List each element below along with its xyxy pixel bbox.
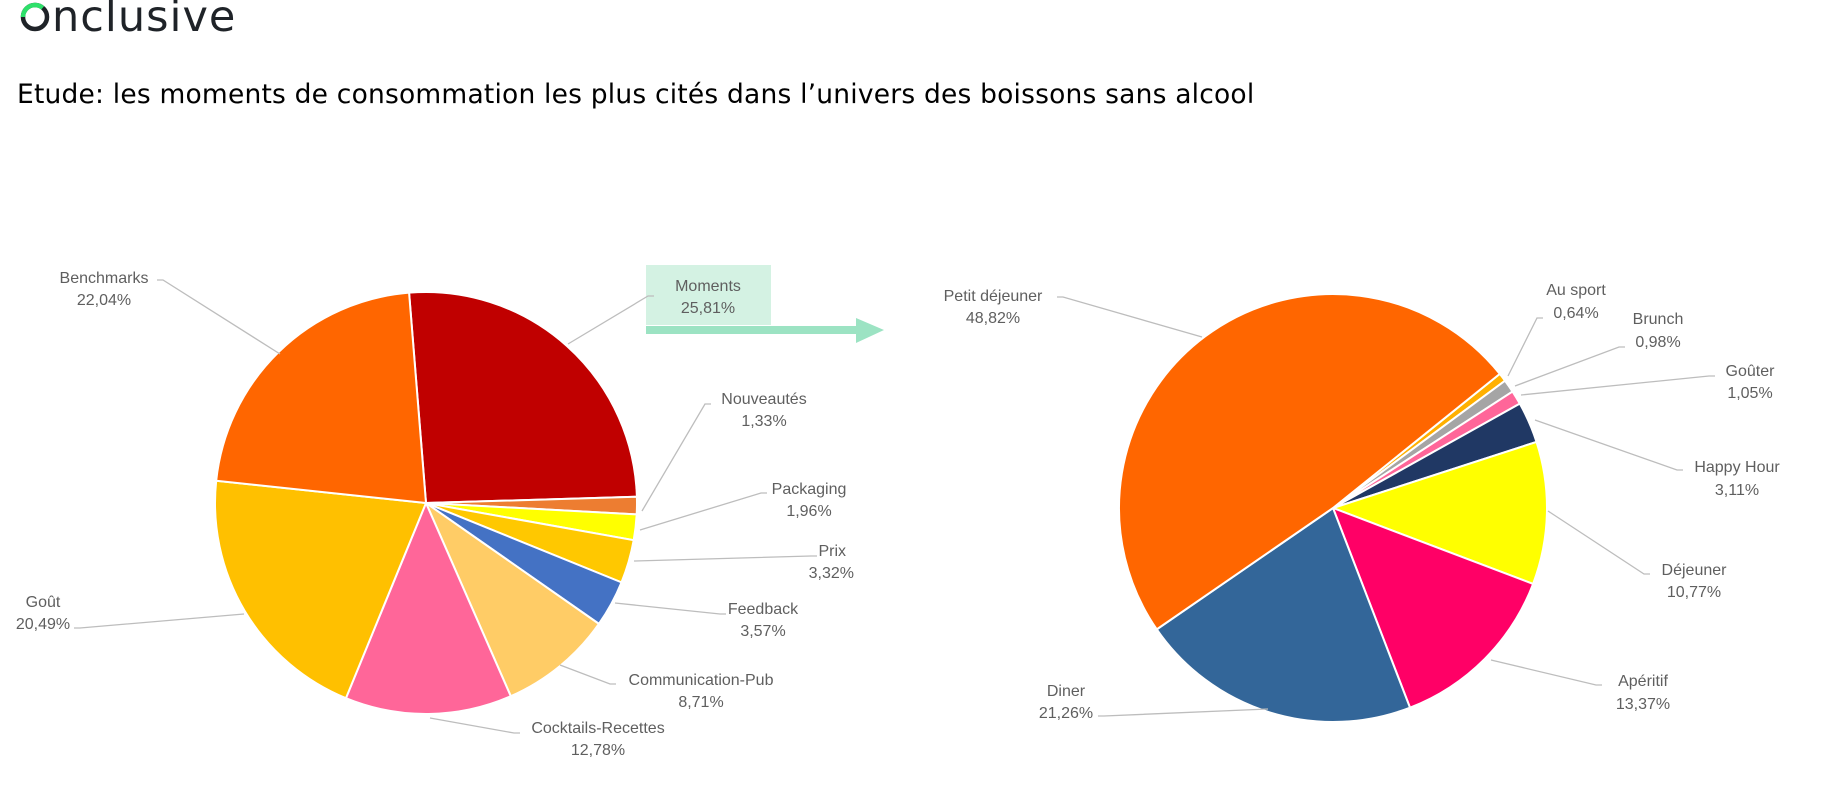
label-brunch: Brunch xyxy=(1633,311,1684,328)
value-cocktails-recettes: 12,78% xyxy=(571,742,625,759)
label-gouter: Goûter xyxy=(1726,363,1776,380)
label-moments: Moments xyxy=(675,278,741,295)
onclusive-logo: nclusive xyxy=(20,0,236,42)
label-prix: Prix xyxy=(818,543,846,560)
pie-slice-diner xyxy=(1155,506,1412,723)
value-gout: 20,49% xyxy=(16,616,70,633)
arrow-shaft xyxy=(646,326,860,334)
value-dejeuner: 10,77% xyxy=(1667,584,1721,601)
label-cocktails-recettes: Cocktails-Recettes xyxy=(531,720,664,737)
pie-slice-benchmarks xyxy=(215,291,428,505)
label-communication-pub: Communication-Pub xyxy=(629,672,774,689)
value-nouveautes: 1,33% xyxy=(741,413,786,430)
value-benchmarks: 22,04% xyxy=(77,292,131,309)
value-brunch: 0,98% xyxy=(1635,334,1680,351)
value-happy-hour: 3,11% xyxy=(1715,482,1759,499)
value-packaging: 1,96% xyxy=(786,503,831,520)
label-dejeuner: Déjeuner xyxy=(1662,562,1728,579)
label-benchmarks: Benchmarks xyxy=(60,270,149,287)
pie-slice-moments xyxy=(408,291,638,505)
pie-chart-moments xyxy=(1118,293,1548,723)
pie-slice-communication-pub xyxy=(423,500,601,698)
left-labels: Benchmarks 22,04% Moments 25,81% Nouveau… xyxy=(16,270,854,759)
page-subtitle: Etude: les moments de consommation les p… xyxy=(17,79,1255,110)
value-aperitif: 13,37% xyxy=(1616,696,1670,713)
label-au-sport: Au sport xyxy=(1546,282,1606,299)
moments-highlight-box xyxy=(646,265,771,325)
value-diner: 21,26% xyxy=(1039,705,1093,722)
logo-ring-icon xyxy=(20,2,50,32)
value-gouter: 1,05% xyxy=(1727,385,1772,402)
label-petit-dejeuner: Petit déjeuner xyxy=(944,288,1043,305)
pie-slice-gout xyxy=(214,479,428,700)
pie-slice-petit-dejeuner xyxy=(1118,293,1502,631)
value-communication-pub: 8,71% xyxy=(678,694,723,711)
pie-chart-themes xyxy=(214,291,638,715)
left-leader-lines xyxy=(74,279,817,734)
pie-slice-aperitif xyxy=(1331,506,1535,709)
value-prix: 3,32% xyxy=(809,565,854,582)
pie-slice-cocktails-recettes xyxy=(344,500,513,715)
label-nouveautes: Nouveautés xyxy=(721,391,806,408)
label-gout: Goût xyxy=(26,594,61,611)
value-petit-dejeuner: 48,82% xyxy=(966,310,1020,327)
label-diner: Diner xyxy=(1047,683,1086,700)
value-moments: 25,81% xyxy=(681,300,735,317)
label-aperitif: Apéritif xyxy=(1618,673,1668,690)
right-labels: Petit déjeuner 48,82% Au sport 0,64% Bru… xyxy=(944,282,1781,722)
right-leader-lines xyxy=(1057,296,1715,717)
label-feedback: Feedback xyxy=(728,601,799,618)
label-happy-hour: Happy Hour xyxy=(1694,459,1780,476)
label-packaging: Packaging xyxy=(772,481,847,498)
value-feedback: 3,57% xyxy=(740,623,785,640)
logo-text: nclusive xyxy=(52,0,237,42)
pie-slice-dejeuner xyxy=(1329,440,1548,586)
value-au-sport: 0,64% xyxy=(1553,305,1598,322)
arrow-right-icon xyxy=(856,318,884,343)
